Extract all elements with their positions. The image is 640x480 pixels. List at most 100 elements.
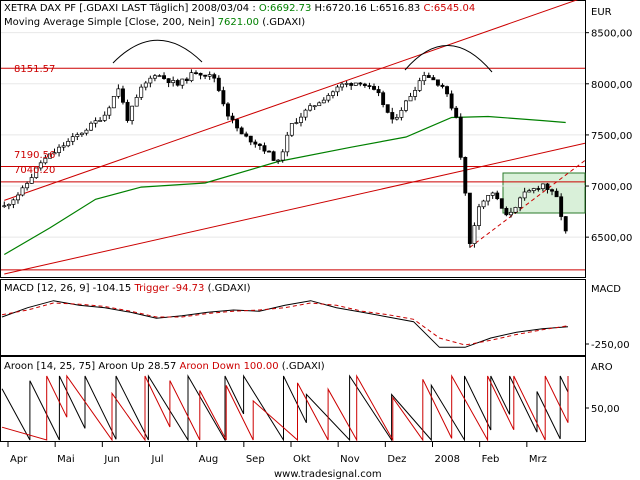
price-candle bbox=[554, 190, 559, 198]
price-candle bbox=[203, 74, 208, 77]
macd-trigger-label: Trigger bbox=[133, 283, 169, 294]
price-candle bbox=[344, 83, 349, 85]
price-candle bbox=[527, 190, 532, 193]
price-candle bbox=[180, 78, 185, 86]
trend-lines bbox=[4, 0, 586, 275]
price-candle bbox=[130, 105, 135, 121]
price-candle bbox=[513, 207, 518, 213]
price-candle bbox=[84, 129, 89, 134]
price-candle bbox=[98, 120, 103, 122]
price-candle bbox=[481, 200, 486, 208]
price-candle bbox=[262, 145, 267, 152]
price-candle bbox=[362, 83, 367, 86]
price-candle bbox=[358, 82, 363, 85]
price-candle bbox=[285, 134, 290, 153]
price-candle bbox=[312, 105, 317, 108]
price-candle bbox=[321, 99, 326, 104]
price-candle bbox=[536, 188, 541, 190]
price-panel-header: XETRA DAX PF [.GDAXI LAST Täglich] 2008/… bbox=[4, 3, 475, 14]
macd-line bbox=[1, 300, 569, 348]
ma200-line bbox=[3, 115, 566, 256]
price-candle bbox=[157, 75, 162, 77]
price-candle bbox=[404, 100, 408, 111]
price-candle bbox=[116, 88, 121, 97]
price-candle bbox=[253, 141, 258, 145]
price-candle bbox=[235, 119, 240, 129]
y-tick-label: 7000,00 bbox=[591, 182, 632, 193]
macd-trigger-value: -94.73 bbox=[172, 283, 204, 294]
open-label: O bbox=[259, 3, 267, 14]
low-label: L bbox=[370, 3, 376, 14]
price-candle bbox=[257, 143, 262, 146]
price-candle bbox=[477, 206, 481, 226]
close-value: 6545.04 bbox=[434, 3, 475, 14]
price-candle bbox=[545, 183, 550, 190]
price-candle bbox=[107, 107, 112, 116]
price-candle bbox=[143, 82, 148, 88]
price-candle bbox=[162, 75, 166, 79]
price-candle bbox=[280, 151, 285, 161]
x-tick-label: Feb bbox=[482, 454, 500, 465]
horizontal-levels bbox=[1, 67, 585, 271]
ma-value: 7621.00 bbox=[218, 17, 259, 28]
aroon-suffix: (.GDAXI) bbox=[282, 361, 325, 372]
price-candle bbox=[79, 132, 84, 135]
price-candle bbox=[171, 80, 176, 84]
price-candle bbox=[239, 127, 244, 135]
price-candle bbox=[248, 135, 253, 143]
y-tick-label: 8500,00 bbox=[591, 29, 632, 40]
price-candle bbox=[440, 84, 445, 87]
trend-line bbox=[4, 142, 586, 275]
price-candle bbox=[353, 82, 358, 86]
price-candle bbox=[426, 75, 431, 78]
price-candle bbox=[267, 150, 271, 153]
macd-suffix: (.GDAXI) bbox=[208, 283, 251, 294]
level-label-7040: 7040.20 bbox=[14, 165, 55, 176]
price-candle bbox=[29, 177, 34, 184]
aroon-axis-title: ARO bbox=[591, 362, 613, 373]
x-tick-label: Mai bbox=[57, 454, 75, 465]
ma-header: Moving Average Simple [Close, 200, Nein]… bbox=[4, 17, 305, 28]
macd-header: MACD [12, 26, 9] -104.15 Trigger -94.73 … bbox=[4, 283, 251, 294]
x-axis: Apr Mai Jun Jul Aug Sep Okt Nov Dez 2008 Feb Mrz bbox=[7, 442, 547, 465]
macd-value: -104.15 bbox=[93, 283, 132, 294]
price-candle bbox=[34, 167, 39, 178]
price-candle bbox=[390, 112, 395, 120]
price-candle bbox=[38, 162, 43, 169]
price-candle bbox=[207, 74, 212, 77]
aroon-lines bbox=[1, 374, 569, 442]
price-candle bbox=[121, 88, 125, 103]
price-candle bbox=[111, 95, 116, 109]
macd-lines bbox=[1, 300, 569, 348]
price-candle bbox=[381, 92, 386, 105]
price-candle bbox=[308, 105, 313, 111]
x-tick-label: Mrz bbox=[529, 454, 547, 465]
price-candle bbox=[340, 83, 345, 88]
price-candle bbox=[75, 134, 80, 137]
low-value: 6516.83 bbox=[379, 3, 420, 14]
price-candle bbox=[225, 103, 230, 117]
trend-line bbox=[4, 0, 579, 201]
price-panel-frame bbox=[0, 0, 586, 278]
price-candle bbox=[276, 159, 281, 162]
price-candle bbox=[458, 116, 463, 158]
price-candle bbox=[221, 90, 226, 105]
price-candle bbox=[89, 122, 93, 131]
level-label-8151: 8151.57 bbox=[14, 64, 55, 75]
open-value: 6692.73 bbox=[270, 3, 311, 14]
price-candle bbox=[417, 80, 422, 91]
price-candle bbox=[125, 101, 130, 121]
price-candle bbox=[175, 80, 180, 86]
price-candle bbox=[152, 75, 157, 79]
title-prefix: XETRA DAX PF [.GDAXI LAST Täglich] 2008/… bbox=[4, 3, 256, 14]
price-candle bbox=[563, 216, 568, 232]
price-channel-box bbox=[502, 172, 586, 214]
price-candle bbox=[212, 74, 217, 79]
x-tick-label: Nov bbox=[340, 454, 360, 465]
price-candle bbox=[166, 78, 171, 84]
price-candle bbox=[70, 136, 75, 142]
price-candle bbox=[349, 83, 354, 86]
y-tick-label: 6500,00 bbox=[591, 233, 632, 244]
x-tick-label: Jul bbox=[151, 454, 164, 465]
price-candle bbox=[550, 189, 554, 192]
